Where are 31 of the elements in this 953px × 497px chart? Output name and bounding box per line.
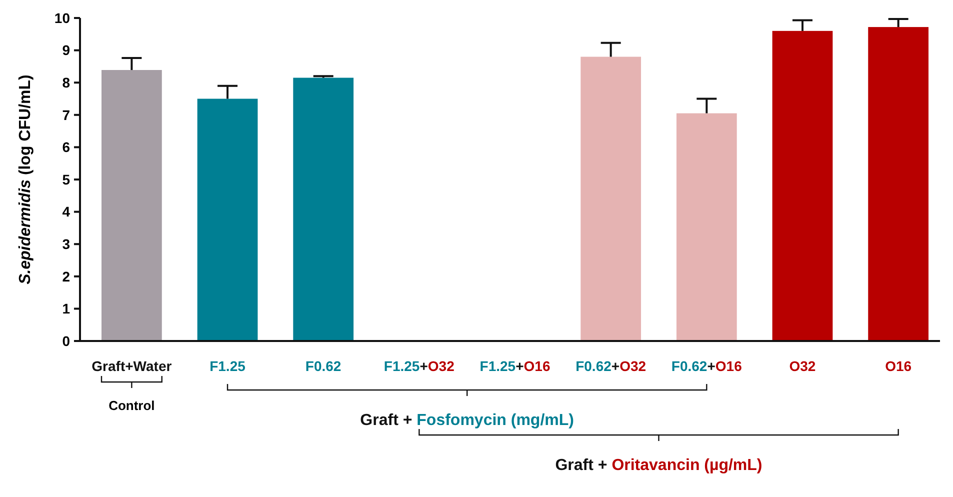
x-tick-label: O16 xyxy=(885,358,912,374)
y-tick-label: 2 xyxy=(62,268,70,284)
x-tick-label: Graft+Water xyxy=(92,358,172,374)
bar xyxy=(580,56,642,341)
y-tick-label: 10 xyxy=(54,10,70,26)
y-axis-title: S.epidermidis (log CFU/mL) xyxy=(17,74,34,284)
y-tick-label: 7 xyxy=(62,106,70,123)
y-tick-label: 0 xyxy=(62,332,70,349)
y-tick-label: 3 xyxy=(62,236,70,252)
x-tick-label: F1.25+O16 xyxy=(480,358,550,374)
text: Graft + Fosfomycin (mg/mL) xyxy=(360,412,574,429)
y-tick-label: 9 xyxy=(62,42,70,58)
x-tick-label: F0.62+O16 xyxy=(671,358,742,374)
x-tick-label: F0.62 xyxy=(305,358,342,374)
bar xyxy=(772,30,833,341)
text: Control xyxy=(108,398,155,413)
y-tick-label: 5 xyxy=(62,171,70,188)
x-tick-label: F1.25+O32 xyxy=(384,358,455,374)
y-tick-label: 4 xyxy=(62,204,70,220)
y-tick-label: 6 xyxy=(62,139,70,156)
bar xyxy=(868,27,928,341)
bar xyxy=(102,70,162,341)
text: Graft + Oritavancin (µg/mL) xyxy=(555,457,762,474)
x-tick-label: F1.25 xyxy=(210,358,246,374)
bar xyxy=(676,113,737,341)
x-tick-label: F0.62+O32 xyxy=(576,358,646,374)
y-tick-label: 8 xyxy=(62,74,70,90)
x-tick-label: O32 xyxy=(789,358,816,374)
bar xyxy=(293,78,354,341)
bar xyxy=(197,98,258,341)
y-tick-label: 1 xyxy=(62,300,70,317)
